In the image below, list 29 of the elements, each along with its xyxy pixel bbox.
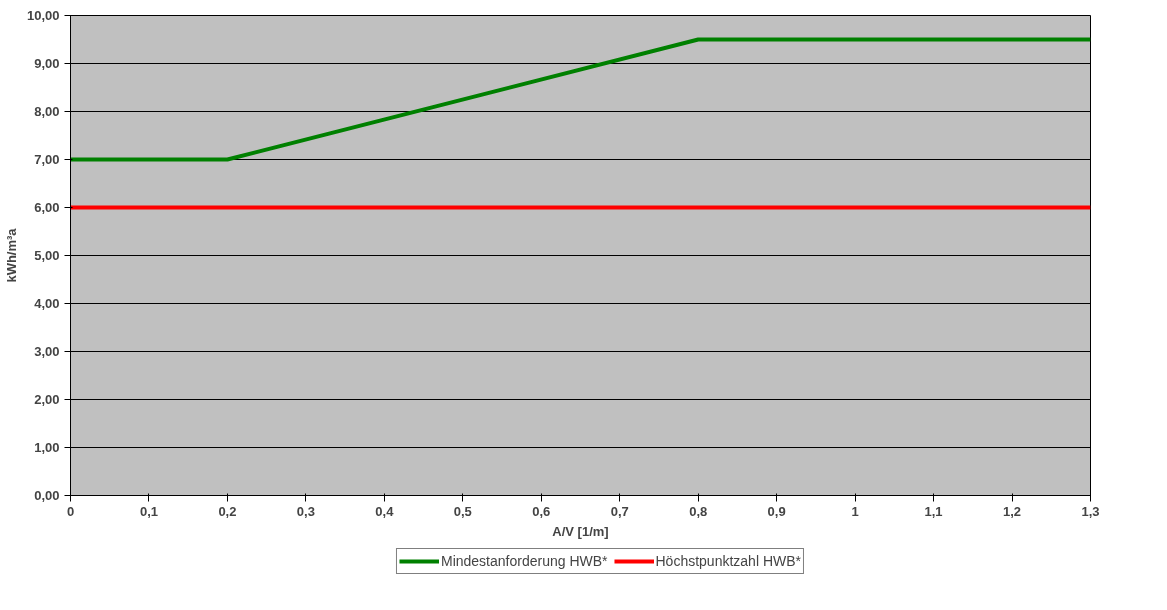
x-tick-label: 0,9	[767, 503, 786, 519]
x-tick-label: 1,2	[1003, 503, 1022, 519]
y-tick-label: 2,00	[34, 392, 60, 407]
y-tick-label: 0,00	[34, 488, 60, 503]
y-tick-label: 7,00	[34, 152, 60, 167]
y-tick-label: 1,00	[34, 440, 60, 455]
x-tick-label: 0,7	[610, 503, 629, 519]
x-tick-label: 0,2	[218, 503, 237, 519]
y-tick-label: 10,00	[26, 8, 60, 23]
x-tick-label: 0	[66, 503, 75, 519]
x-tick-label: 1,3	[1081, 503, 1100, 519]
y-tick-label: 5,00	[34, 248, 60, 263]
y-tick-label: 3,00	[34, 344, 60, 359]
y-axis-title: kWh/m³a	[3, 227, 19, 283]
x-tick-label: 0,5	[453, 503, 472, 519]
x-tick-label: 0,3	[296, 503, 315, 519]
y-tick-label: 6,00	[34, 200, 60, 215]
x-tick-label: 0,6	[532, 503, 551, 519]
x-tick-label: 1,1	[924, 503, 943, 519]
legend-label: Mindestanforderung HWB*	[440, 553, 608, 569]
x-axis-title: A/V [1/m]	[552, 523, 609, 539]
y-tick-label: 9,00	[34, 56, 60, 71]
x-tick-label: 1	[851, 503, 859, 519]
y-tick-label: 4,00	[34, 296, 60, 311]
x-tick-label: 0,4	[375, 503, 395, 519]
x-tick-label: 0,8	[689, 503, 708, 519]
y-tick-label: 8,00	[34, 104, 60, 119]
x-tick-label: 0,1	[139, 503, 158, 519]
legend-label: Höchstpunktzahl HWB*	[655, 553, 802, 569]
